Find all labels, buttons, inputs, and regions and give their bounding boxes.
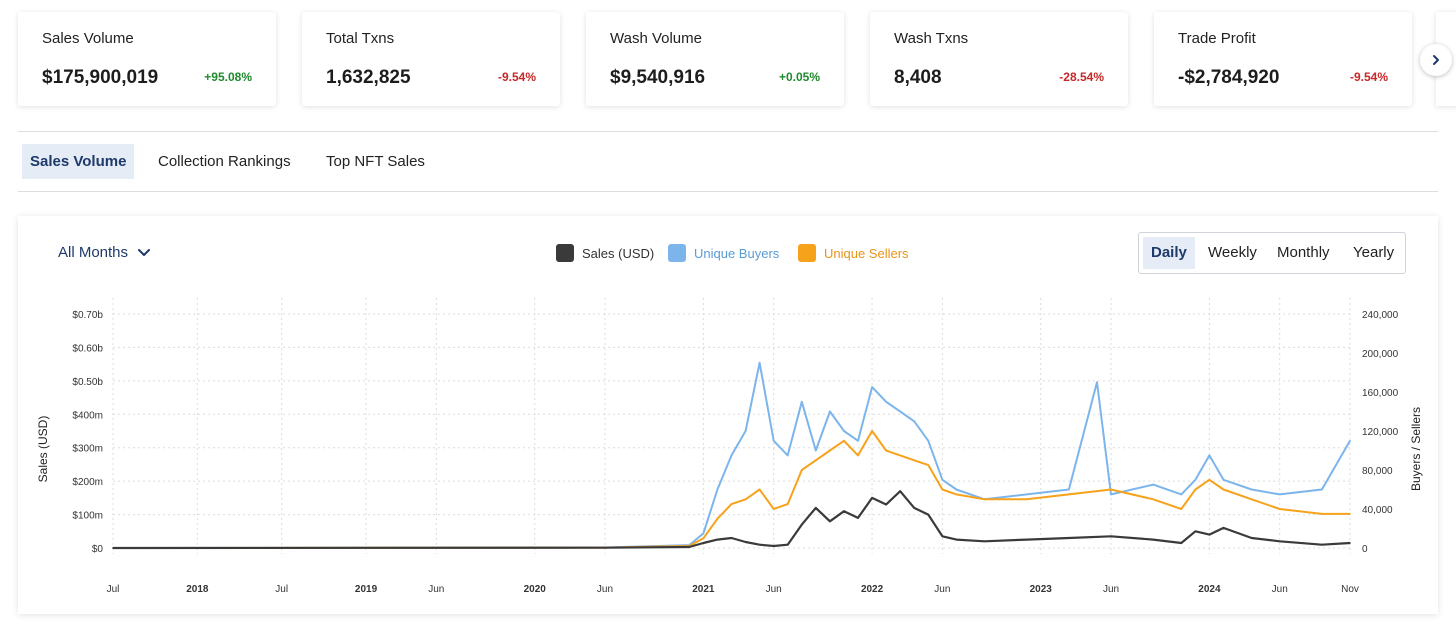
stat-delta: -9.54%: [1349, 70, 1388, 84]
next-stats-button[interactable]: [1420, 44, 1452, 76]
legend-swatch-buyers: [668, 244, 686, 262]
tab-sales-volume[interactable]: Sales Volume: [22, 144, 135, 179]
divider-tabs: [18, 191, 1438, 192]
legend-label-buyers: Unique Buyers: [694, 245, 780, 261]
period-toggle: Daily Weekly Monthly Yearly: [1138, 232, 1406, 274]
stat-delta: -9.54%: [497, 70, 536, 84]
legend-swatch-sellers: [798, 244, 816, 262]
stat-card: Total Txns 1,632,825 -9.54%: [302, 12, 560, 106]
stat-label: Wash Txns: [894, 30, 969, 47]
tab-collection-rankings[interactable]: Collection Rankings: [158, 153, 291, 170]
period-monthly[interactable]: Monthly: [1277, 244, 1330, 261]
period-weekly[interactable]: Weekly: [1208, 244, 1257, 261]
period-yearly[interactable]: Yearly: [1353, 244, 1395, 261]
stat-value: $9,540,916: [610, 67, 706, 88]
stat-card: Wash Volume $9,540,916 +0.05%: [586, 12, 844, 106]
stat-card: Sales Volume $175,900,019 +95.08%: [18, 12, 276, 106]
months-dropdown[interactable]: All Months: [58, 244, 151, 261]
period-daily[interactable]: Daily: [1143, 237, 1195, 269]
tab-top-nft-sales[interactable]: Top NFT Sales: [326, 153, 425, 170]
legend-buyers[interactable]: Unique Buyers: [668, 244, 779, 262]
stat-card: Wash Txns 8,408 -28.54%: [870, 12, 1128, 106]
chart-panel: All Months Sales (USD) Unique Buyers Uni…: [18, 216, 1438, 614]
stat-label: Total Txns: [326, 30, 395, 47]
stat-value: 8,408: [894, 67, 942, 88]
stat-value: 1,632,825: [326, 67, 411, 88]
chevron-down-icon: [138, 248, 151, 256]
stat-delta: +0.05%: [778, 70, 820, 84]
stat-label: Wash Volume: [610, 30, 702, 47]
chevron-right-icon: [1433, 55, 1439, 65]
months-dropdown-label: All Months: [58, 244, 129, 261]
stat-delta: +95.08%: [204, 70, 252, 84]
legend-sales[interactable]: Sales (USD): [556, 244, 654, 262]
stat-value: $175,900,019: [42, 67, 159, 88]
legend-sellers[interactable]: Unique Sellers: [798, 244, 909, 262]
stat-value: -$2,784,920: [1178, 67, 1280, 88]
stat-card: Trade Profit -$2,784,920 -9.54%: [1154, 12, 1412, 106]
legend-label-sellers: Unique Sellers: [824, 245, 909, 261]
divider-top: [18, 131, 1438, 132]
legend-label-sales: Sales (USD): [582, 245, 655, 261]
stat-label: Trade Profit: [1178, 30, 1256, 47]
stat-delta: -28.54%: [1059, 70, 1104, 84]
stat-label: Sales Volume: [42, 30, 134, 47]
legend-swatch-sales: [556, 244, 574, 262]
